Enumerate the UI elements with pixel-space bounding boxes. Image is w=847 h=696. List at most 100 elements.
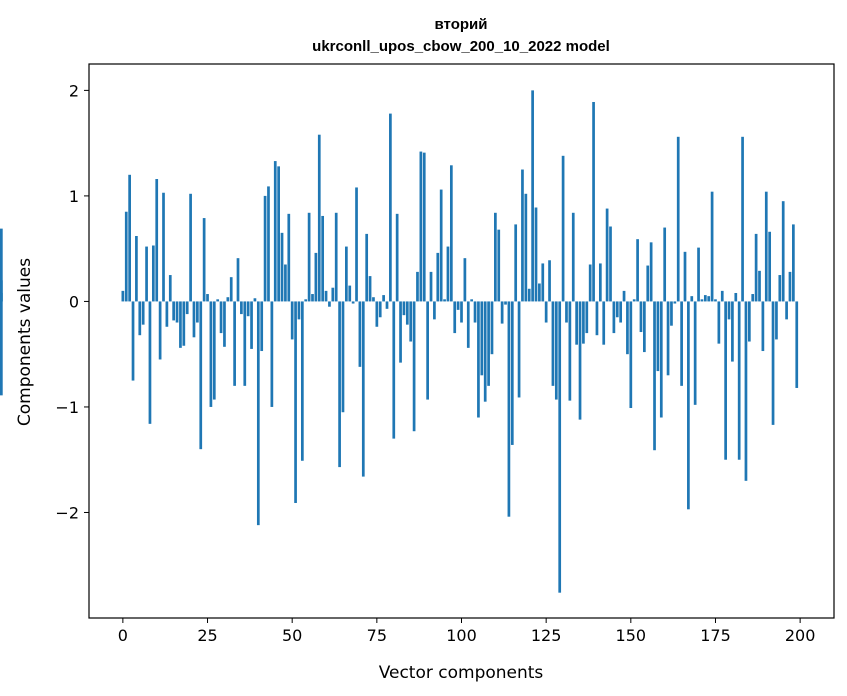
- bar: [487, 301, 490, 386]
- bar: [527, 288, 531, 302]
- bar: [395, 213, 399, 302]
- bar: [592, 101, 595, 302]
- bar: [683, 251, 687, 302]
- bar: [233, 301, 236, 386]
- bar: [568, 301, 572, 401]
- bar: [788, 271, 792, 302]
- bar: [653, 301, 656, 451]
- bar: [304, 299, 308, 302]
- bar: [270, 301, 274, 407]
- bar: [199, 301, 203, 450]
- bar: [135, 236, 138, 302]
- bar: [510, 301, 514, 445]
- bar: [792, 224, 795, 302]
- x-axis-label: Vector components: [379, 663, 544, 683]
- bar: [659, 301, 663, 418]
- bar: [216, 299, 220, 302]
- bar: [223, 301, 226, 347]
- bar: [764, 191, 768, 302]
- bar: [561, 155, 565, 302]
- bar: [551, 301, 555, 386]
- bar: [717, 301, 721, 344]
- bar: [463, 258, 467, 302]
- bar: [202, 218, 206, 302]
- bar: [531, 90, 534, 302]
- bar: [378, 301, 382, 318]
- axes: 0 25 50 75 100 125 150 175 200 −2 −1 0 1 2: [55, 63, 835, 645]
- bar: [548, 260, 551, 302]
- bar: [124, 211, 128, 302]
- bar: [609, 226, 612, 302]
- chart-title-line-2: ukrconll_upos_cbow_200_10_2022 model: [312, 38, 610, 55]
- bar: [666, 301, 670, 376]
- y-tick-label: 2: [69, 81, 79, 100]
- bar: [514, 224, 518, 302]
- bar: [243, 301, 247, 386]
- bar-series: [0, 90, 799, 593]
- bar: [212, 301, 216, 400]
- bar: [422, 152, 426, 302]
- bar: [331, 287, 335, 302]
- bar: [321, 215, 325, 302]
- bar: [700, 299, 704, 302]
- bar: [294, 301, 297, 503]
- bar: [324, 290, 328, 302]
- bar: [236, 258, 240, 302]
- bar: [443, 299, 446, 302]
- bar: [656, 301, 660, 372]
- bar: [402, 301, 406, 316]
- bar: [676, 136, 680, 302]
- bar: [643, 301, 646, 353]
- bar: [148, 301, 152, 424]
- bar: [703, 295, 707, 302]
- bar: [758, 270, 761, 302]
- bar: [663, 227, 667, 302]
- bar: [595, 301, 599, 336]
- bar: [196, 301, 199, 323]
- bar: [578, 301, 582, 420]
- bar: [128, 174, 131, 302]
- bar: [155, 179, 159, 302]
- bar: [727, 301, 731, 320]
- bar: [720, 290, 724, 302]
- bar: [622, 290, 626, 302]
- bar: [307, 212, 311, 302]
- bar: [145, 246, 148, 302]
- bar: [0, 292, 3, 302]
- bar: [497, 229, 501, 302]
- bar: [416, 271, 419, 302]
- bar: [250, 301, 253, 349]
- bar: [365, 233, 369, 302]
- bar: [598, 263, 602, 302]
- bar: [399, 301, 402, 363]
- bar: [426, 301, 429, 400]
- bar: [0, 301, 3, 396]
- bar: [389, 113, 392, 302]
- bar: [358, 301, 362, 367]
- bar: [273, 161, 277, 302]
- bar: [409, 301, 413, 342]
- x-tick-label: 150: [616, 626, 647, 645]
- bar: [744, 301, 748, 481]
- bar: [240, 301, 243, 315]
- bar: [246, 301, 250, 317]
- bar: [778, 275, 782, 302]
- bar: [690, 296, 694, 302]
- x-tick-label: 0: [118, 626, 128, 645]
- bar: [131, 301, 135, 381]
- bar: [436, 252, 440, 302]
- bar: [632, 299, 636, 302]
- bar: [175, 301, 179, 323]
- bar: [707, 296, 711, 302]
- bar: [345, 246, 348, 302]
- bar: [754, 233, 758, 302]
- bar: [575, 301, 578, 345]
- chart-title-line-1: вторий: [435, 16, 488, 33]
- bar: [477, 301, 480, 418]
- bar: [141, 301, 145, 325]
- y-tick-label: −2: [55, 503, 79, 522]
- bar: [446, 246, 450, 302]
- bar: [612, 301, 616, 334]
- bar: [317, 134, 321, 302]
